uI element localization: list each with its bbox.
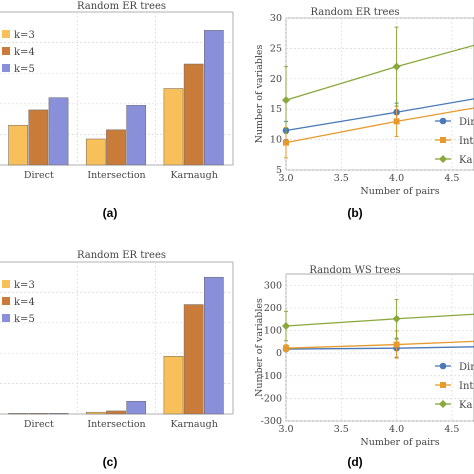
y-tick-label: 200 [264, 303, 282, 314]
bar [48, 97, 69, 166]
x-tick-label: 4.0 [389, 173, 404, 184]
series-line [285, 313, 474, 327]
legend-label: Ka [459, 400, 472, 411]
bar [126, 105, 147, 166]
bar [85, 411, 106, 415]
legend-swatch [2, 30, 10, 38]
legend-label: Ka [459, 155, 472, 166]
y-tick-label: 0 [276, 348, 282, 359]
category-label: Intersection [87, 170, 145, 181]
category-label: Direct [24, 419, 54, 430]
legend-label: k=3 [14, 280, 35, 291]
data-point [393, 118, 400, 125]
legend-label: Int [459, 136, 473, 147]
bar [204, 30, 224, 166]
y-tick-label: 5 [276, 165, 282, 176]
category-label: Intersection [87, 419, 145, 430]
chart-title: Random ER trees [77, 250, 166, 261]
legend-label: Din [459, 362, 474, 373]
x-tick-label: 3.0 [278, 424, 293, 435]
panel-caption: (c) [103, 455, 118, 469]
y-tick-label: 20 [270, 74, 282, 85]
y-tick-label: 15 [270, 104, 282, 115]
panel-caption: (b) [347, 206, 362, 220]
bar [28, 109, 49, 166]
x-tick-label: 4.5 [444, 424, 459, 435]
y-tick-label: 10 [270, 135, 282, 146]
y-tick-label: -200 [261, 393, 282, 404]
chart-title: Random ER trees [310, 7, 399, 18]
legend-swatch [2, 47, 10, 55]
data-point [282, 322, 290, 331]
bar [106, 410, 126, 415]
data-point [283, 345, 289, 352]
bar [8, 413, 28, 415]
bar [48, 413, 69, 415]
series-line [285, 44, 474, 101]
legend-marker [439, 155, 447, 163]
data-point [393, 341, 400, 348]
legend-swatch [2, 280, 10, 288]
legend-label: Dir [459, 117, 474, 128]
y-tick-label: 300 [264, 280, 282, 291]
y-tick-label: -300 [261, 416, 282, 427]
series-line [285, 98, 474, 132]
legend-label: k=5 [14, 64, 35, 75]
x-axis-label: Number of pairs [360, 186, 439, 197]
legend-label: k=3 [14, 30, 35, 41]
category-label: Direct [24, 170, 54, 181]
bar [8, 124, 28, 166]
legend-marker [440, 382, 446, 388]
y-axis-label: Number of variables [254, 44, 265, 143]
plot-frame [285, 17, 474, 171]
legend-marker [439, 362, 447, 370]
legend-swatch [2, 64, 10, 72]
chart-title: Random WS trees [309, 265, 400, 276]
category-label: Karnaugh [170, 170, 217, 181]
y-tick-label: 25 [270, 43, 282, 54]
bar [183, 63, 204, 166]
x-tick-label: 3.5 [334, 424, 349, 435]
x-tick-label: 3.5 [334, 173, 349, 184]
category-label: Karnaugh [170, 419, 217, 430]
bar [106, 129, 126, 166]
data-point [282, 96, 290, 105]
y-tick-label: 100 [264, 326, 282, 337]
bar [163, 355, 184, 415]
bar [85, 138, 106, 166]
legend-marker [439, 117, 447, 125]
legend-swatch [2, 314, 10, 322]
bar [183, 304, 204, 415]
y-axis-label: Number of variables [254, 298, 265, 397]
legend-label: Int [459, 381, 473, 392]
bar [204, 276, 224, 415]
legend-marker [440, 137, 446, 143]
y-tick-label: 30 [270, 13, 282, 24]
x-axis-label: Number of pairs [360, 437, 439, 448]
x-tick-label: 3.0 [278, 173, 293, 184]
chart-title: Random ER trees [77, 1, 166, 12]
panel-caption: (d) [347, 455, 362, 469]
bar [28, 413, 49, 415]
data-point [392, 62, 401, 71]
bar [163, 88, 184, 166]
legend-swatch [2, 297, 10, 305]
bar [126, 400, 147, 415]
x-tick-label: 4.5 [444, 173, 459, 184]
data-point [392, 314, 401, 323]
panel-caption: (a) [103, 206, 118, 220]
legend-label: k=4 [14, 47, 35, 58]
legend-marker [439, 400, 447, 408]
data-point [283, 139, 289, 146]
legend-label: k=4 [14, 297, 35, 308]
y-tick-label: -100 [261, 371, 282, 382]
x-tick-label: 4.0 [389, 424, 404, 435]
legend-label: k=5 [14, 314, 35, 325]
